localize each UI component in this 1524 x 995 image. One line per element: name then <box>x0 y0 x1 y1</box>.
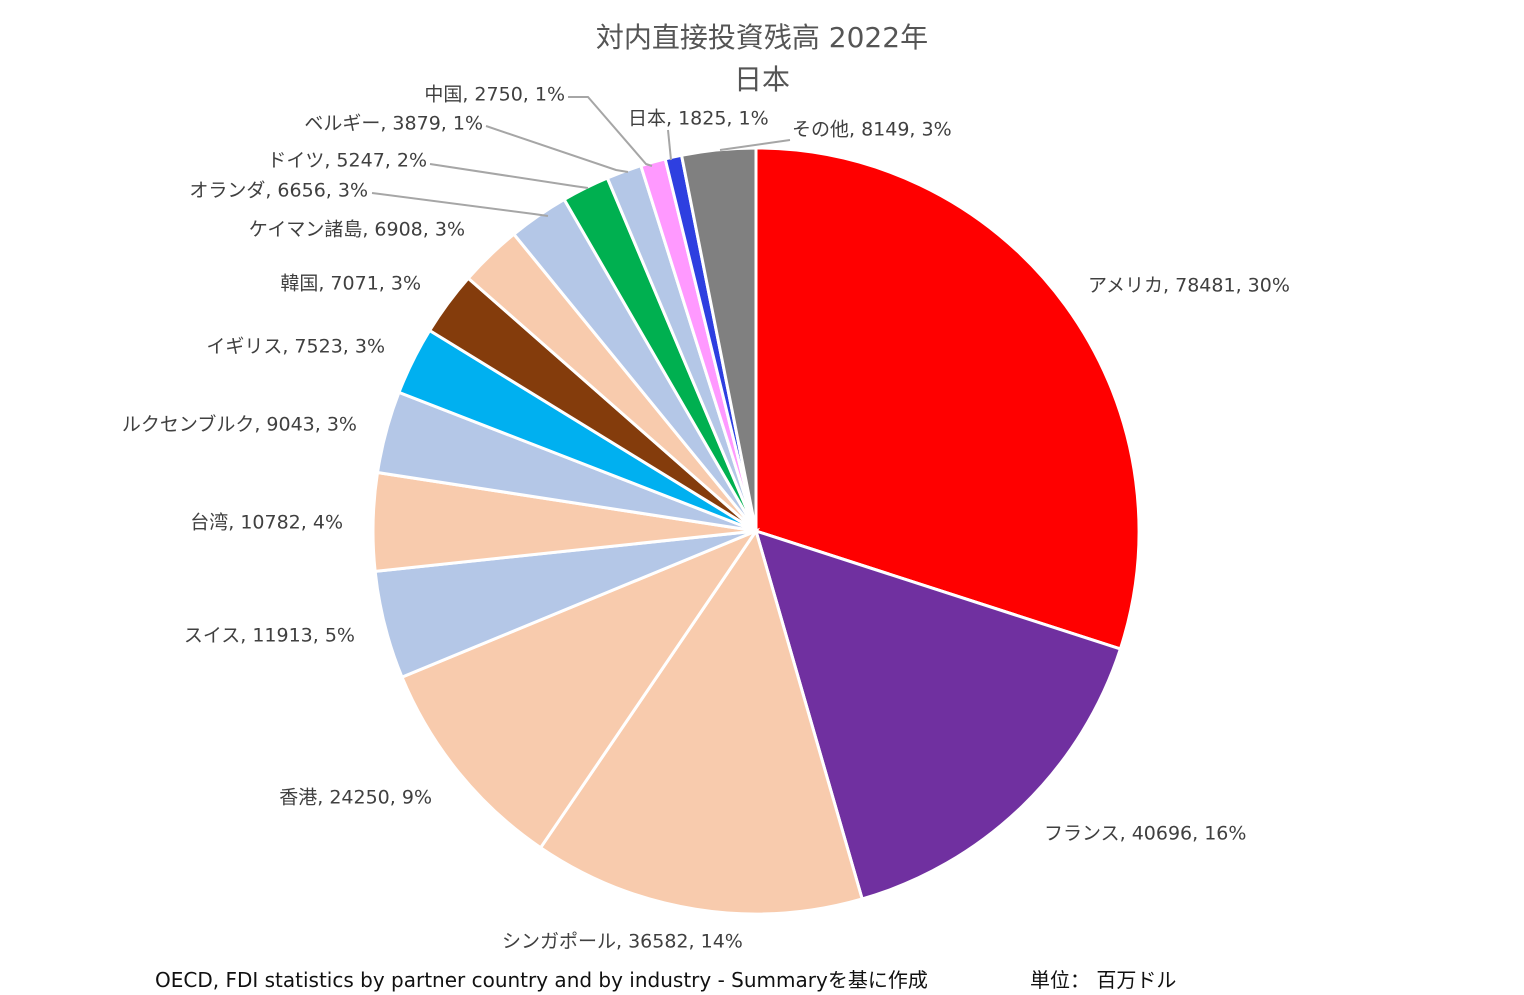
source-note: OECD, FDI statistics by partner country … <box>155 968 928 992</box>
pie-slice-2 <box>538 527 865 916</box>
data-label-12: ベルギー, 3879, 1% <box>304 113 483 135</box>
data-label-15: その他, 8149, 3% <box>792 119 952 141</box>
chart-subtitle: 日本 <box>733 63 790 96</box>
data-label-4: スイス, 11913, 5% <box>184 625 355 647</box>
leader-line-14 <box>667 129 672 161</box>
leader-line-15 <box>719 139 791 151</box>
leader-line-11 <box>429 163 589 189</box>
data-label-8: 韓国, 7071, 3% <box>280 273 421 295</box>
data-label-10: オランダ, 6656, 3% <box>189 180 368 202</box>
data-label-11: ドイツ, 5247, 2% <box>267 150 427 172</box>
pie-slice-3 <box>400 527 761 850</box>
data-label-3: 香港, 24250, 9% <box>279 787 432 809</box>
data-label-2: シンガポール, 36582, 14% <box>502 931 743 953</box>
pie-slice-15 <box>679 146 758 532</box>
pie-slice-1 <box>753 528 1123 901</box>
data-label-13: 中国, 2750, 1% <box>424 84 565 106</box>
data-label-14: 日本, 1825, 1% <box>628 108 769 130</box>
chart-title: 対内直接投資残高 2022年 <box>595 21 929 54</box>
data-label-5: 台湾, 10782, 4% <box>190 512 343 534</box>
unit-note: 単位： 百万ドル <box>1030 968 1177 992</box>
data-label-6: ルクセンブルク, 9043, 3% <box>122 413 357 436</box>
leader-line-13 <box>568 96 653 167</box>
leader-line-10 <box>371 192 549 217</box>
pie-slice-0 <box>754 146 1141 651</box>
data-label-9: ケイマン諸島, 6908, 3% <box>249 219 465 241</box>
data-label-0: アメリカ, 78481, 30% <box>1088 275 1290 297</box>
leader-line-12 <box>485 125 629 173</box>
data-label-1: フランス, 40696, 16% <box>1044 823 1246 845</box>
data-label-7: イギリス, 7523, 3% <box>206 336 385 358</box>
